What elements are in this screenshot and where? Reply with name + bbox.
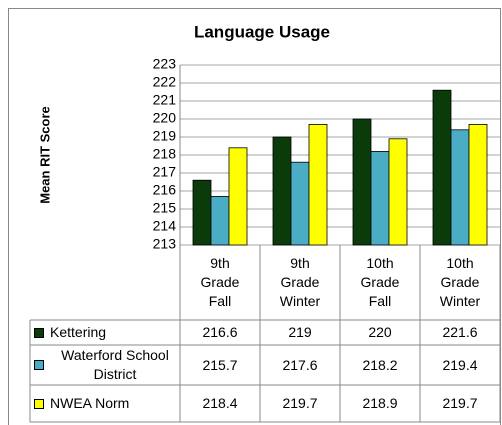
x-tick-label: 9th Grade Winter <box>260 245 340 320</box>
bar <box>388 138 408 246</box>
category-text: 10th Grade Fall <box>360 255 400 309</box>
legend-entry: Kettering <box>30 320 180 345</box>
table-value: 216.6 <box>202 324 238 340</box>
chart-title: Language Usage <box>194 22 330 41</box>
table-value: 217.6 <box>282 356 318 373</box>
y-tick-label: 215 <box>153 200 177 216</box>
y-tick-label: 220 <box>153 110 177 126</box>
legend-swatch <box>34 360 44 370</box>
chart-border <box>8 8 501 425</box>
bar <box>308 124 328 246</box>
table-value: 221.6 <box>442 324 478 340</box>
x-tick-label: 9th Grade Fall <box>180 245 260 320</box>
table-value: 220 <box>368 324 392 340</box>
table-value: 218.2 <box>362 356 398 373</box>
category-text: 10th Grade Winter <box>439 255 481 309</box>
bar <box>450 129 470 246</box>
y-axis-label: Mean RIT Score <box>37 106 52 204</box>
y-tick-label: 221 <box>153 92 177 108</box>
table-value: 218.4 <box>202 395 238 411</box>
category-text: 9th Grade Fall <box>200 255 240 309</box>
table-value: 219 <box>288 324 312 340</box>
y-tick-label: 214 <box>153 218 177 234</box>
y-tick-label: 223 <box>153 56 177 72</box>
bar <box>432 89 452 246</box>
bar <box>370 150 390 246</box>
bar <box>272 136 292 246</box>
y-tick-label: 217 <box>153 164 177 180</box>
bar <box>192 179 212 246</box>
bar <box>352 118 372 246</box>
bar <box>468 124 488 246</box>
table-value: 218.9 <box>362 395 398 411</box>
legend-swatch <box>34 398 44 409</box>
y-tick-label: 213 <box>153 236 177 252</box>
table-value: 215.7 <box>202 356 238 373</box>
y-tick-label: 216 <box>153 182 177 198</box>
legend-entry: NWEA Norm <box>30 385 180 422</box>
category-text: 9th Grade Winter <box>279 255 321 309</box>
bar <box>290 161 310 246</box>
x-tick-label: 10th Grade Fall <box>340 245 420 320</box>
x-tick-label: 10th Grade Winter <box>420 245 500 320</box>
table-value: 219.7 <box>282 395 318 411</box>
legend-entry: Waterford School District <box>30 345 180 385</box>
y-tick-label: 222 <box>153 74 177 90</box>
table-value: 219.7 <box>442 395 478 411</box>
bar <box>210 195 230 246</box>
y-tick-label: 218 <box>153 146 177 162</box>
table-value: 219.4 <box>442 356 478 373</box>
y-tick-label: 219 <box>153 128 177 144</box>
bar <box>228 147 248 246</box>
legend-swatch <box>34 327 44 338</box>
